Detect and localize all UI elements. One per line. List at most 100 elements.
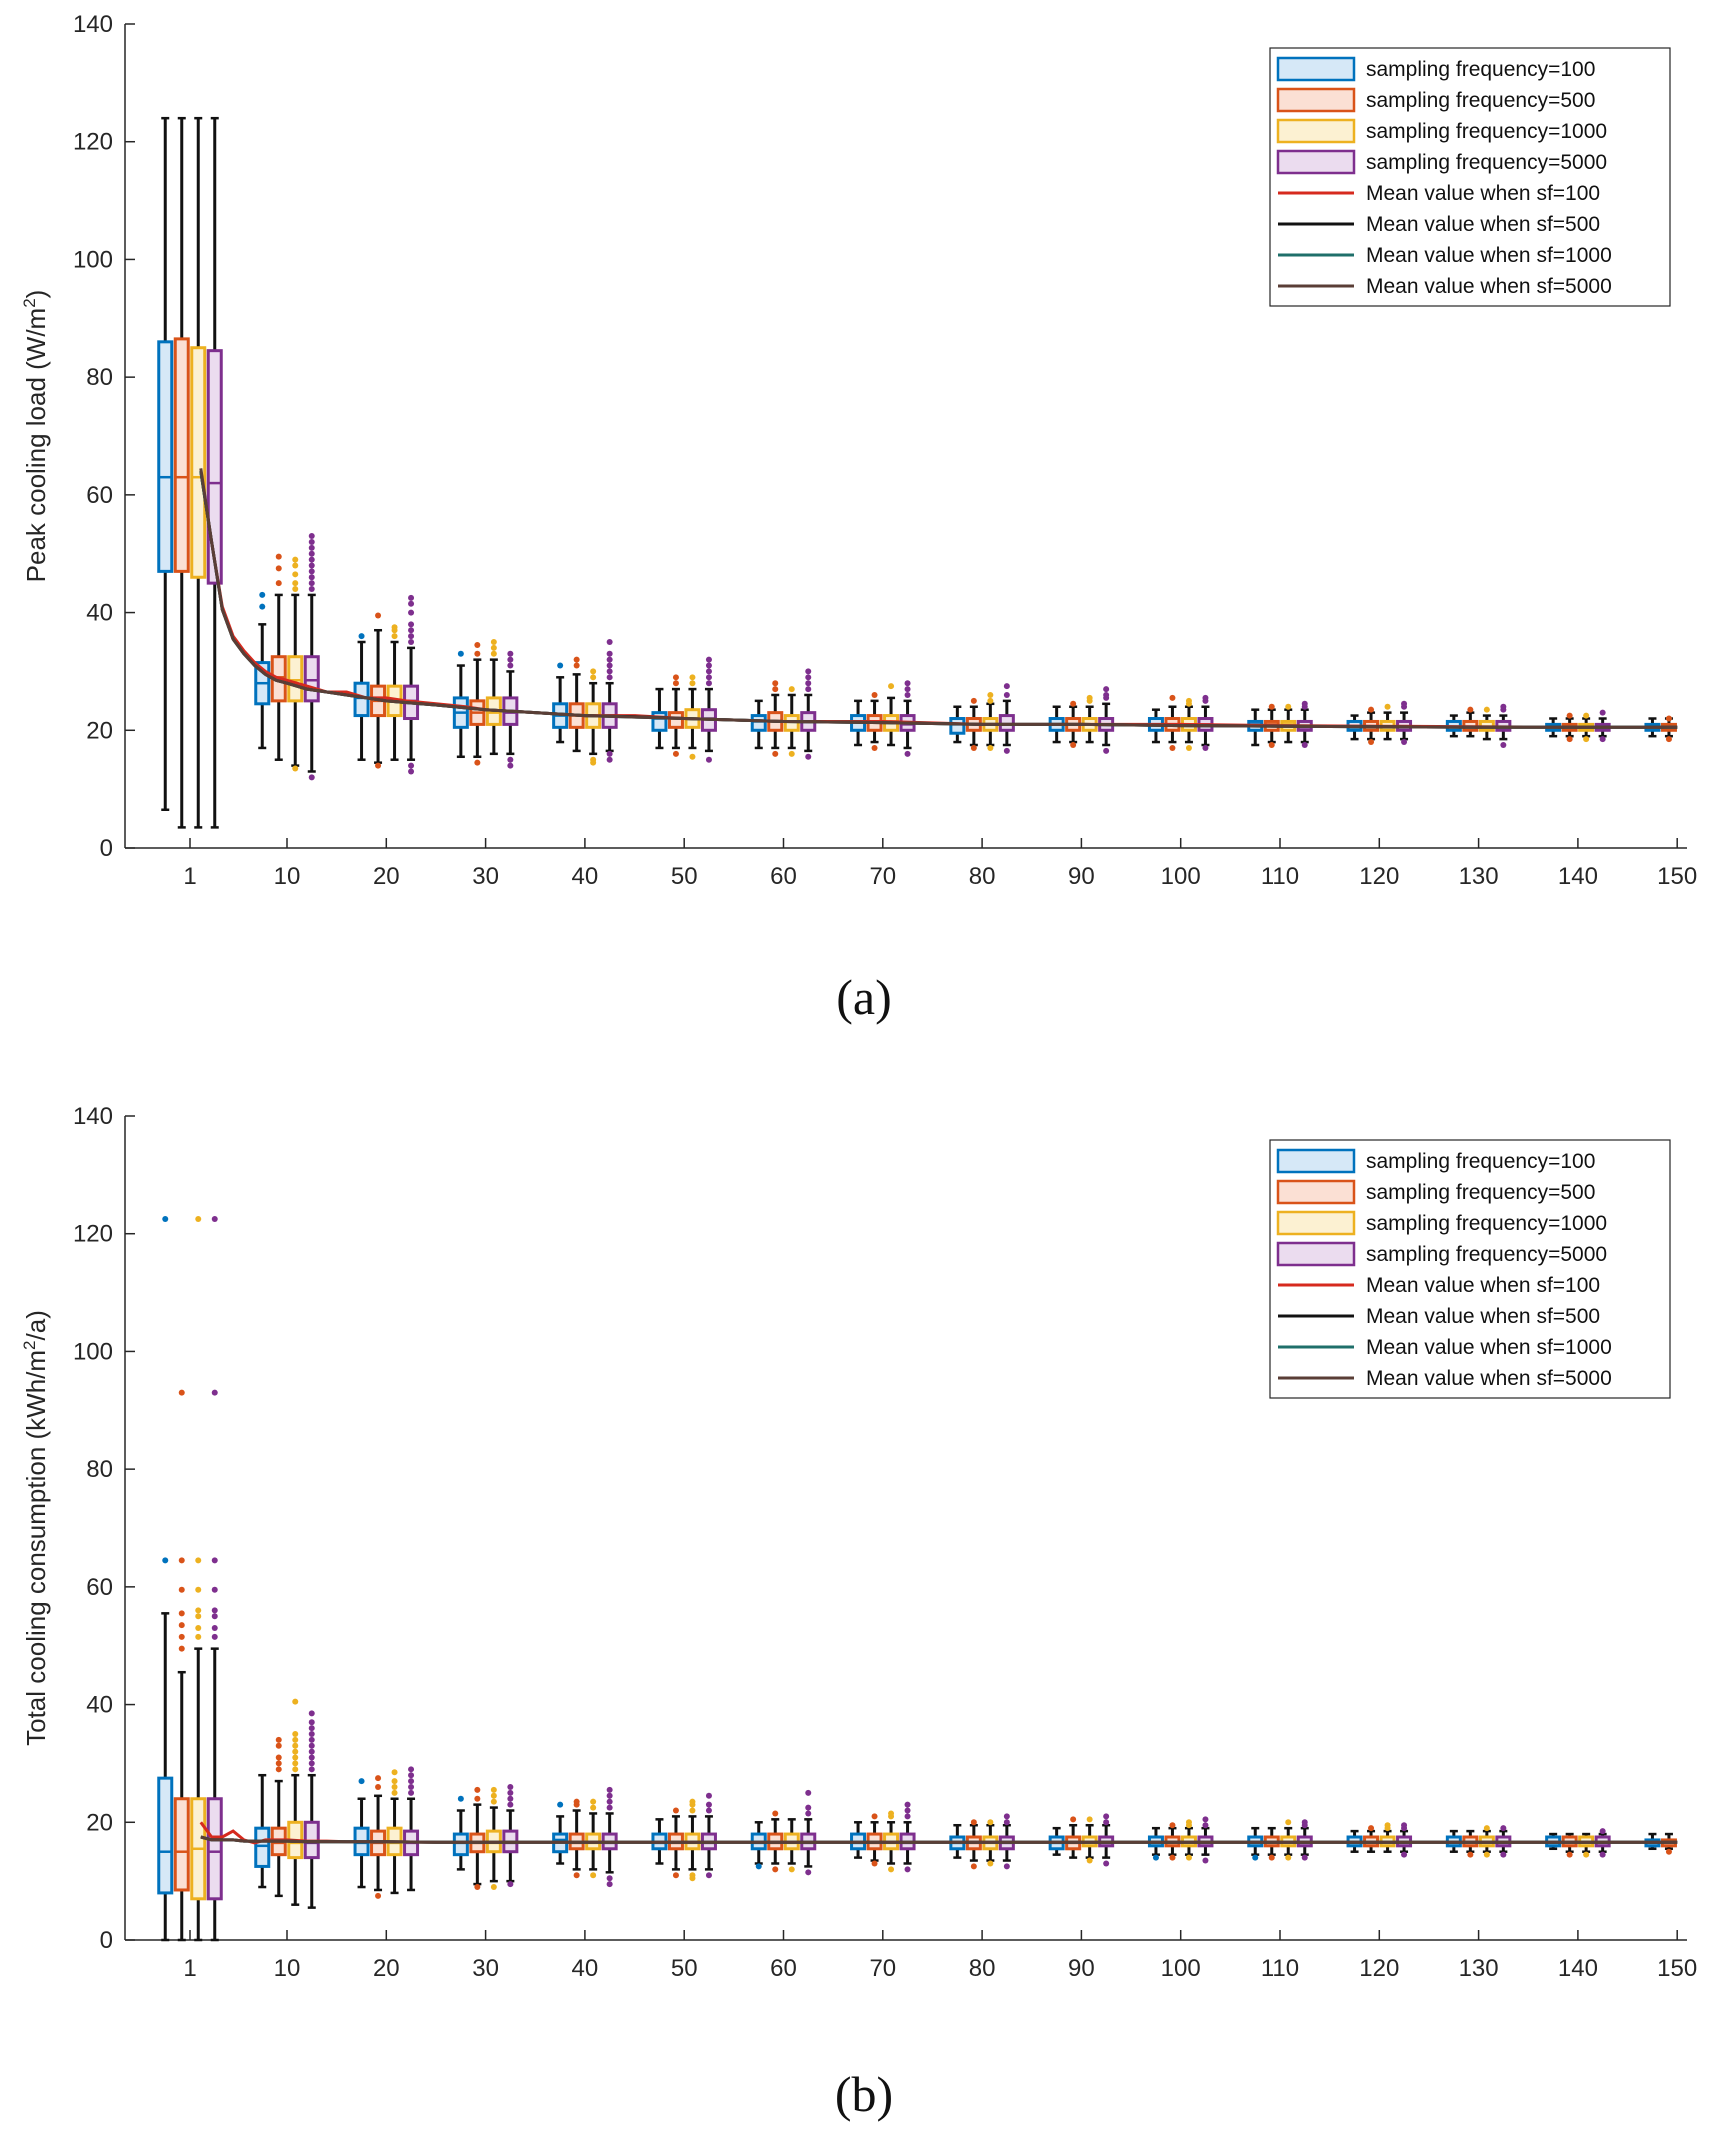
outlier-point — [705, 662, 712, 669]
legend-label: Mean value when sf=1000 — [1366, 1336, 1612, 1359]
outlier-point — [195, 1625, 202, 1632]
outlier-point — [507, 656, 514, 663]
x-tick-label: 10 — [274, 1955, 301, 1982]
outlier-point — [672, 674, 679, 681]
outlier-point — [178, 1389, 185, 1396]
outlier-point — [788, 1866, 795, 1873]
mean-line-3 — [199, 468, 1678, 729]
outlier-point — [1268, 1854, 1275, 1861]
x-tick-label: 120 — [1359, 1955, 1399, 1982]
outlier-point — [904, 680, 911, 687]
x-tick-label: 80 — [969, 1955, 996, 1982]
outlier-point — [557, 662, 564, 669]
outlier-point — [1086, 1816, 1093, 1823]
legend-label: Mean value when sf=100 — [1366, 182, 1600, 205]
outlier-point — [1103, 686, 1110, 693]
outlier-point — [474, 641, 481, 648]
outlier-point — [705, 1807, 712, 1814]
legend-label: Mean value when sf=100 — [1366, 1274, 1600, 1297]
outlier-point — [606, 1798, 613, 1805]
outlier-point — [1152, 1854, 1159, 1861]
outlier-point — [1467, 1851, 1474, 1858]
outlier-point — [162, 1216, 169, 1222]
outlier-point — [672, 750, 679, 757]
outlier-point — [1003, 1863, 1010, 1870]
x-tick-label: 150 — [1657, 1955, 1697, 1982]
outlier-point — [606, 674, 613, 681]
legend-label: Mean value when sf=500 — [1366, 213, 1600, 236]
outlier-point — [308, 1731, 315, 1737]
legend-swatch — [1276, 56, 1356, 82]
outlier-point — [292, 586, 299, 593]
outlier-point — [1285, 1819, 1292, 1826]
box — [206, 1797, 223, 1901]
outlier-point — [1301, 1819, 1308, 1826]
outlier-point — [308, 556, 315, 563]
outlier-point — [1202, 1816, 1209, 1823]
outlier-point — [590, 756, 597, 763]
outlier-point — [871, 1860, 878, 1867]
outlier-point — [557, 1801, 564, 1808]
outlier-point — [308, 1725, 315, 1732]
outlier-point — [408, 594, 415, 601]
outlier-point — [275, 565, 282, 572]
outlier-point — [1566, 1851, 1573, 1858]
y-axis-title-sup: 2 — [20, 298, 39, 307]
outlier-point — [606, 1881, 613, 1888]
box — [750, 714, 767, 732]
legend-frame — [1269, 1139, 1671, 1399]
outlier-point — [1202, 1857, 1209, 1864]
outlier-point — [573, 1798, 580, 1805]
outlier-point — [292, 580, 299, 587]
outlier-point — [1185, 697, 1192, 704]
legend-label: Mean value when sf=1000 — [1366, 244, 1612, 267]
box — [206, 349, 223, 585]
outlier-point — [1599, 709, 1606, 716]
outlier-point — [195, 1607, 202, 1614]
outlier-point — [1103, 1813, 1110, 1820]
box-series-3 — [206, 116, 1611, 829]
outlier-point — [391, 1778, 398, 1785]
x-tick-label: 40 — [572, 863, 599, 890]
outlier-point — [672, 1872, 679, 1879]
outlier-point — [308, 774, 315, 781]
outlier-point — [391, 624, 398, 631]
outlier-point — [1599, 1851, 1606, 1858]
box — [949, 717, 966, 735]
outlier-point — [292, 1736, 299, 1743]
outlier-point — [970, 1863, 977, 1870]
outlier-point — [408, 627, 415, 634]
outlier-point — [1003, 691, 1010, 698]
legend-swatch — [1276, 87, 1356, 113]
outlier-point — [573, 1872, 580, 1879]
outlier-point — [689, 674, 696, 681]
y-tick-label: 100 — [73, 246, 113, 273]
outlier-point — [195, 1586, 202, 1593]
legend-label: sampling frequency=500 — [1366, 1181, 1595, 1204]
outlier-point — [507, 756, 514, 763]
x-tick-label: 130 — [1459, 863, 1499, 890]
outlier-point — [755, 1863, 762, 1870]
outlier-point — [275, 1760, 282, 1767]
x-tick-label: 150 — [1657, 863, 1697, 890]
outlier-point — [1467, 706, 1474, 713]
outlier-point — [1483, 706, 1490, 713]
outlier-point — [1483, 1825, 1490, 1832]
x-tick-label: 60 — [770, 1955, 797, 1982]
outlier-point — [308, 550, 315, 557]
outlier-point — [457, 1795, 464, 1802]
outlier-point — [1566, 736, 1573, 743]
box — [452, 1832, 469, 1857]
outlier-point — [1202, 1822, 1209, 1829]
outlier-point — [590, 668, 597, 675]
outlier-point — [1285, 1854, 1292, 1861]
y-axis-title-tail: /a) — [21, 1310, 51, 1340]
outlier-point — [507, 1783, 514, 1790]
outlier-point — [788, 750, 795, 757]
outlier-point — [1185, 1819, 1192, 1826]
outlier-point — [805, 680, 812, 687]
outlier-point — [1103, 691, 1110, 698]
box — [353, 681, 370, 718]
outlier-point — [308, 580, 315, 587]
y-tick-label: 60 — [86, 1574, 113, 1601]
